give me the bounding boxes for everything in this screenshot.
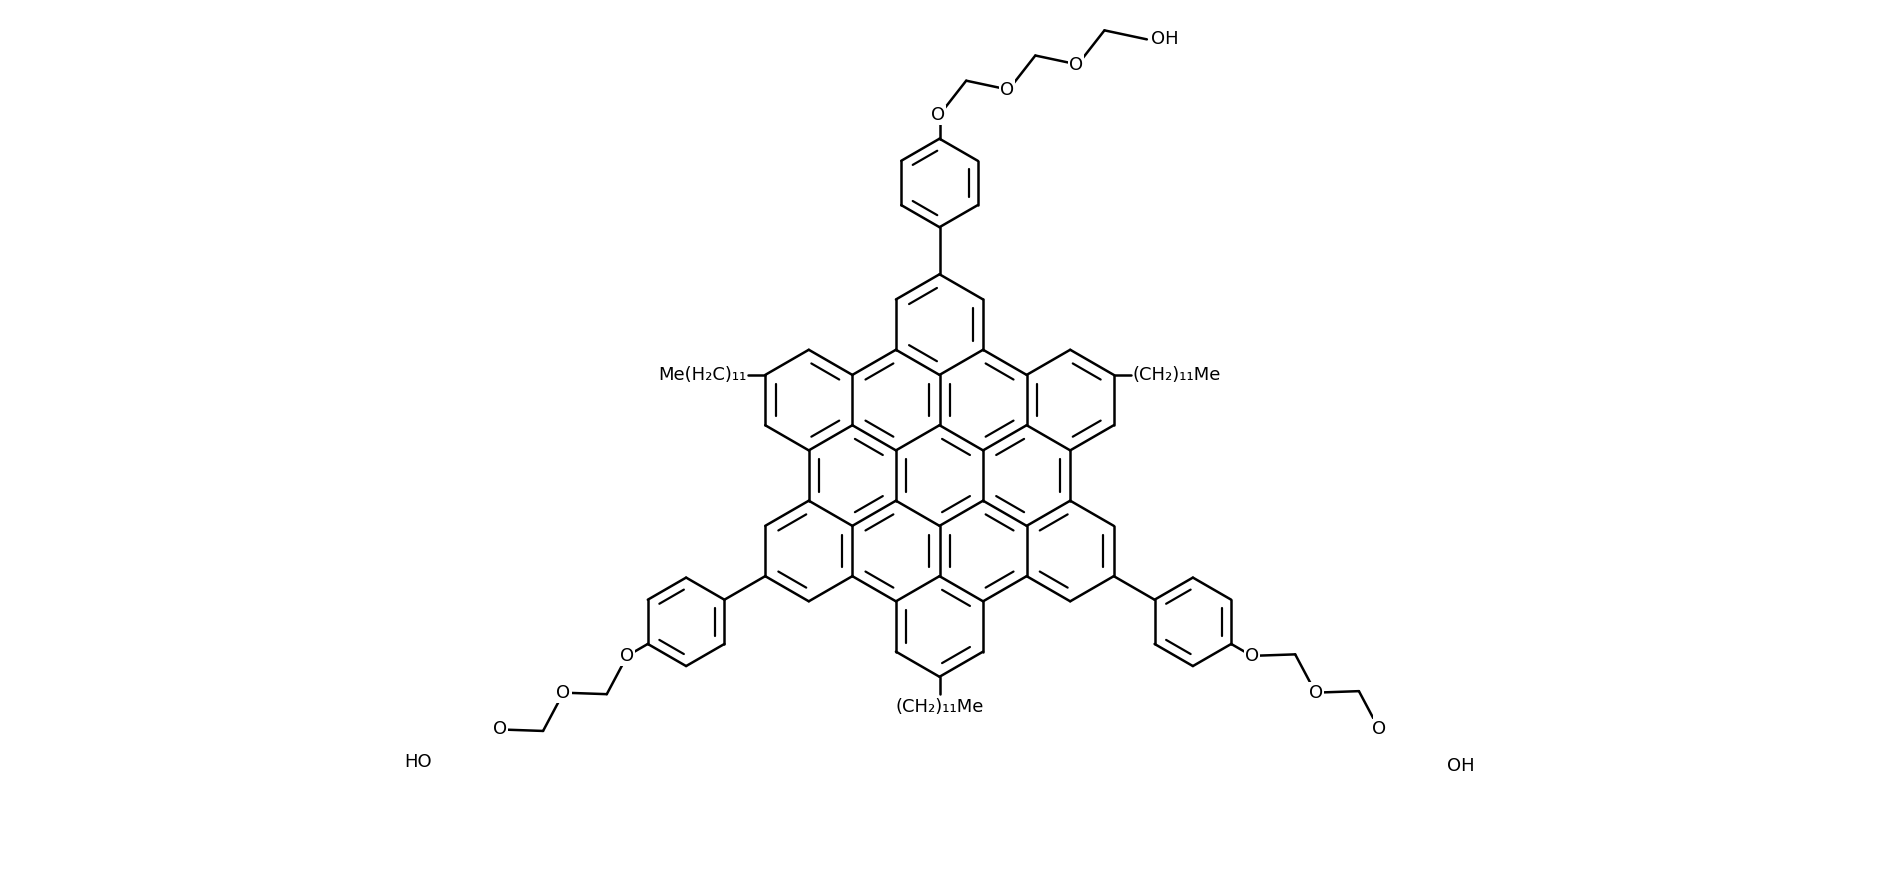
Text: O: O bbox=[620, 647, 635, 665]
Text: O: O bbox=[930, 106, 945, 124]
Text: O: O bbox=[556, 684, 571, 702]
Text: O: O bbox=[1244, 647, 1259, 665]
Text: O: O bbox=[492, 720, 507, 739]
Text: O: O bbox=[1000, 80, 1015, 99]
Text: Me(H₂C)₁₁: Me(H₂C)₁₁ bbox=[658, 366, 746, 384]
Text: OH: OH bbox=[1447, 757, 1475, 775]
Text: O: O bbox=[1069, 56, 1082, 73]
Text: O: O bbox=[1308, 684, 1323, 702]
Text: O: O bbox=[1372, 720, 1387, 739]
Text: OH: OH bbox=[1152, 31, 1178, 48]
Text: HO: HO bbox=[404, 753, 432, 771]
Text: (CH₂)₁₁Me: (CH₂)₁₁Me bbox=[894, 698, 985, 717]
Text: (CH₂)₁₁Me: (CH₂)₁₁Me bbox=[1133, 366, 1221, 384]
